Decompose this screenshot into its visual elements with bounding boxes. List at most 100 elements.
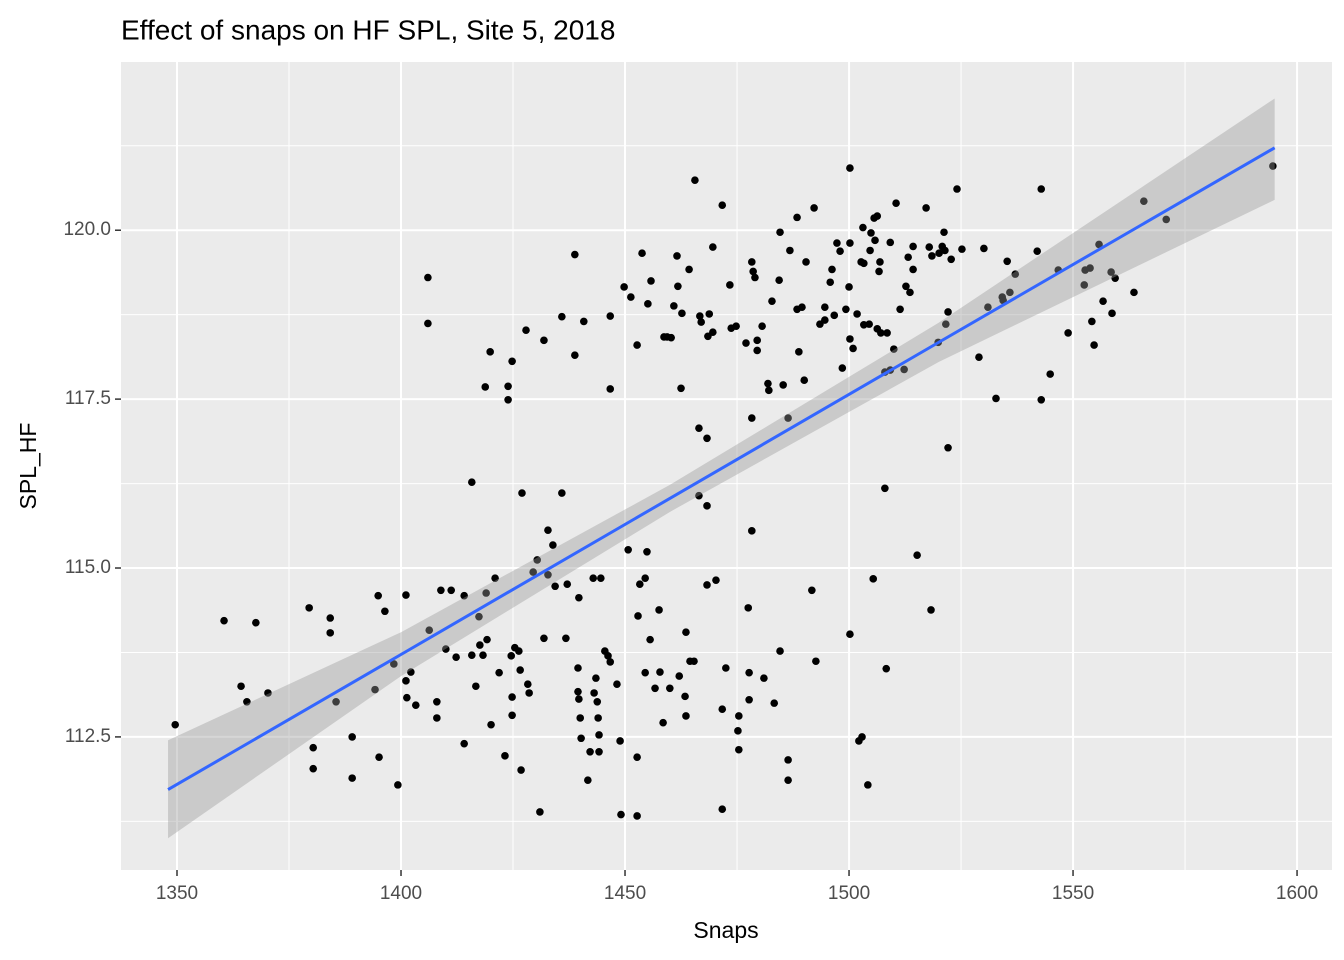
point: [597, 574, 605, 582]
point: [876, 258, 884, 266]
point: [795, 348, 803, 356]
point: [992, 394, 1000, 403]
point: [922, 204, 930, 212]
point: [667, 333, 675, 342]
point: [460, 739, 468, 748]
point: [858, 733, 866, 741]
point: [674, 282, 682, 291]
point: [375, 753, 383, 761]
point: [909, 265, 917, 274]
point: [468, 478, 476, 487]
point: [237, 682, 245, 691]
point: [784, 414, 792, 422]
point: [944, 443, 952, 452]
point: [678, 309, 686, 318]
point: [264, 689, 272, 697]
point: [742, 339, 750, 347]
point: [655, 606, 663, 614]
point: [826, 278, 835, 287]
point: [326, 614, 335, 622]
point: [606, 658, 615, 666]
point: [925, 243, 934, 251]
point: [634, 612, 642, 620]
point: [765, 386, 773, 395]
point: [666, 684, 674, 693]
point: [860, 259, 868, 268]
point: [682, 712, 690, 720]
point: [1095, 240, 1103, 249]
point: [904, 253, 912, 262]
x-axis-title: Snaps: [693, 917, 758, 943]
point: [784, 776, 792, 784]
point: [709, 328, 717, 337]
point: [846, 630, 854, 639]
point: [768, 297, 776, 305]
x-tick-label: 1350: [156, 883, 198, 904]
point: [544, 526, 552, 534]
point: [958, 245, 966, 253]
point: [508, 693, 516, 701]
point: [536, 808, 544, 816]
point: [941, 246, 949, 255]
point: [722, 664, 730, 672]
point: [890, 345, 898, 353]
point: [544, 570, 552, 579]
point: [563, 580, 572, 589]
point: [734, 727, 742, 735]
point: [529, 568, 537, 576]
point: [243, 697, 251, 706]
point: [775, 276, 783, 285]
point: [447, 586, 455, 595]
point: [252, 618, 260, 627]
point: [518, 489, 526, 497]
point: [575, 593, 583, 602]
point: [371, 685, 379, 694]
point: [800, 376, 809, 385]
point: [576, 714, 585, 722]
point: [590, 689, 598, 697]
point: [1033, 247, 1042, 255]
point: [703, 581, 711, 589]
point: [673, 252, 681, 260]
point: [846, 239, 854, 247]
point: [487, 720, 495, 729]
point: [749, 267, 757, 276]
point: [402, 677, 410, 685]
point: [638, 249, 646, 257]
point: [580, 317, 588, 326]
point: [1088, 317, 1096, 326]
y-tick-label: 115.0: [65, 557, 111, 578]
point: [309, 743, 318, 752]
point: [525, 689, 533, 697]
point: [675, 672, 684, 680]
point: [407, 668, 415, 676]
point: [748, 527, 756, 535]
point: [980, 244, 988, 253]
point: [646, 635, 654, 644]
point: [942, 320, 950, 328]
point: [902, 282, 910, 291]
point: [508, 357, 516, 366]
point: [577, 734, 585, 743]
point: [836, 247, 844, 255]
point: [1006, 288, 1014, 297]
point: [1108, 309, 1116, 318]
point: [690, 657, 698, 666]
point: [695, 424, 703, 432]
point: [515, 647, 523, 655]
point: [558, 489, 566, 497]
point: [906, 288, 914, 297]
point: [784, 756, 792, 764]
point: [641, 668, 649, 677]
point: [935, 249, 943, 257]
point: [1140, 197, 1148, 205]
point: [1269, 162, 1277, 170]
point: [793, 213, 801, 222]
point: [944, 308, 952, 316]
point: [770, 699, 779, 707]
point: [495, 668, 503, 677]
point: [1111, 274, 1119, 282]
point: [549, 541, 557, 549]
point: [758, 322, 766, 330]
